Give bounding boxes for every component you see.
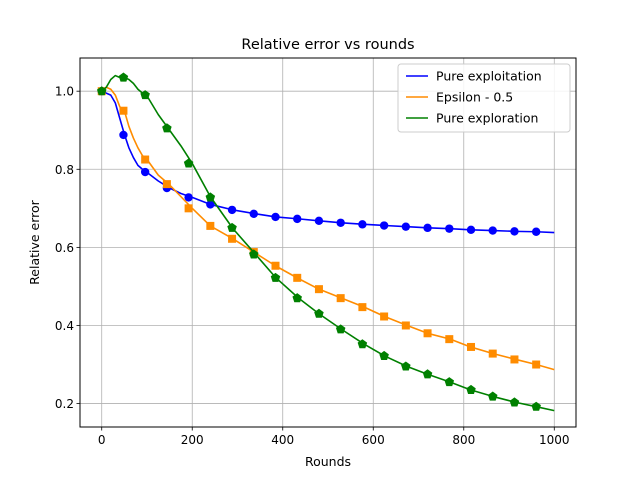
data-point: [228, 234, 237, 243]
plot-series: [96, 72, 555, 412]
data-point: [488, 349, 497, 358]
data-point: [270, 272, 281, 282]
data-point: [314, 285, 323, 294]
data-point: [119, 130, 128, 140]
legend-label: Pure exploitation: [436, 69, 542, 84]
data-point: [401, 361, 411, 371]
data-point: [467, 342, 476, 351]
x-axis-label: Rounds: [305, 454, 351, 469]
series-0: [97, 86, 555, 236]
data-point: [206, 221, 215, 230]
data-point: [271, 261, 280, 270]
data-point: [336, 218, 345, 227]
data-point: [96, 86, 107, 96]
data-point: [293, 273, 302, 282]
data-point: [183, 158, 194, 168]
x-tick-label: 400: [271, 433, 294, 447]
y-tick-label: 0.6: [55, 241, 74, 255]
data-point: [358, 303, 367, 312]
data-point: [423, 223, 432, 233]
data-point: [184, 193, 193, 202]
data-point: [358, 220, 367, 229]
data-point: [314, 308, 324, 318]
data-point: [510, 227, 519, 236]
y-tick-label: 0.8: [55, 163, 74, 177]
legend-label: Epsilon - 0.5: [436, 90, 513, 105]
y-tick-label: 1.0: [55, 85, 74, 99]
data-point: [249, 249, 259, 259]
chart-title: Relative error vs rounds: [241, 37, 414, 53]
data-point: [466, 225, 476, 235]
data-point: [531, 401, 541, 411]
legend: Pure exploitation Epsilon - 0.5 Pure explo…: [397, 63, 571, 133]
data-point: [510, 355, 519, 364]
data-point: [445, 224, 454, 233]
data-point: [141, 155, 150, 164]
legend-label: Pure exploration: [436, 111, 538, 126]
data-point: [184, 204, 193, 213]
data-point: [531, 227, 541, 236]
data-point: [227, 205, 237, 215]
y-axis-label: Relative error: [27, 199, 42, 285]
y-tick-label: 0.4: [55, 319, 74, 333]
series-2: [96, 72, 555, 412]
x-tick-label: 1000: [539, 433, 570, 447]
data-point: [249, 209, 258, 218]
data-point: [292, 293, 302, 303]
data-point: [466, 384, 476, 394]
data-point: [401, 222, 411, 231]
data-point: [380, 312, 389, 321]
x-tick-label: 600: [362, 433, 385, 447]
x-tick-label: 0: [98, 433, 106, 447]
data-point: [162, 123, 172, 133]
x-tick-label: 800: [452, 433, 475, 447]
data-point: [532, 360, 541, 369]
data-point: [357, 339, 368, 349]
x-tick-label: 200: [181, 433, 204, 447]
data-point: [119, 106, 128, 115]
legend-box: [397, 63, 571, 133]
data-point: [118, 72, 129, 82]
data-point: [205, 192, 216, 202]
data-point: [162, 180, 171, 189]
data-point: [423, 329, 432, 338]
data-point: [227, 222, 237, 232]
data-point: [379, 221, 389, 230]
data-point: [509, 397, 520, 407]
data-point: [336, 294, 345, 303]
data-point: [422, 369, 433, 379]
data-point: [445, 335, 454, 344]
data-point: [401, 321, 410, 330]
data-point: [444, 377, 455, 387]
data-point: [379, 350, 389, 360]
data-point: [140, 90, 150, 100]
data-point: [140, 167, 150, 177]
data-point: [335, 324, 346, 334]
data-point: [487, 391, 498, 401]
data-point: [293, 214, 302, 224]
data-point: [206, 200, 215, 209]
axis-ticks: 0 200 400 600 800 1000 0.2 0.4 0.6 0.8 1.0: [55, 85, 570, 447]
y-tick-label: 0.2: [55, 397, 74, 411]
data-point: [314, 216, 324, 226]
data-point: [271, 212, 280, 222]
data-point: [488, 226, 497, 235]
plot-frame: [79, 57, 577, 428]
